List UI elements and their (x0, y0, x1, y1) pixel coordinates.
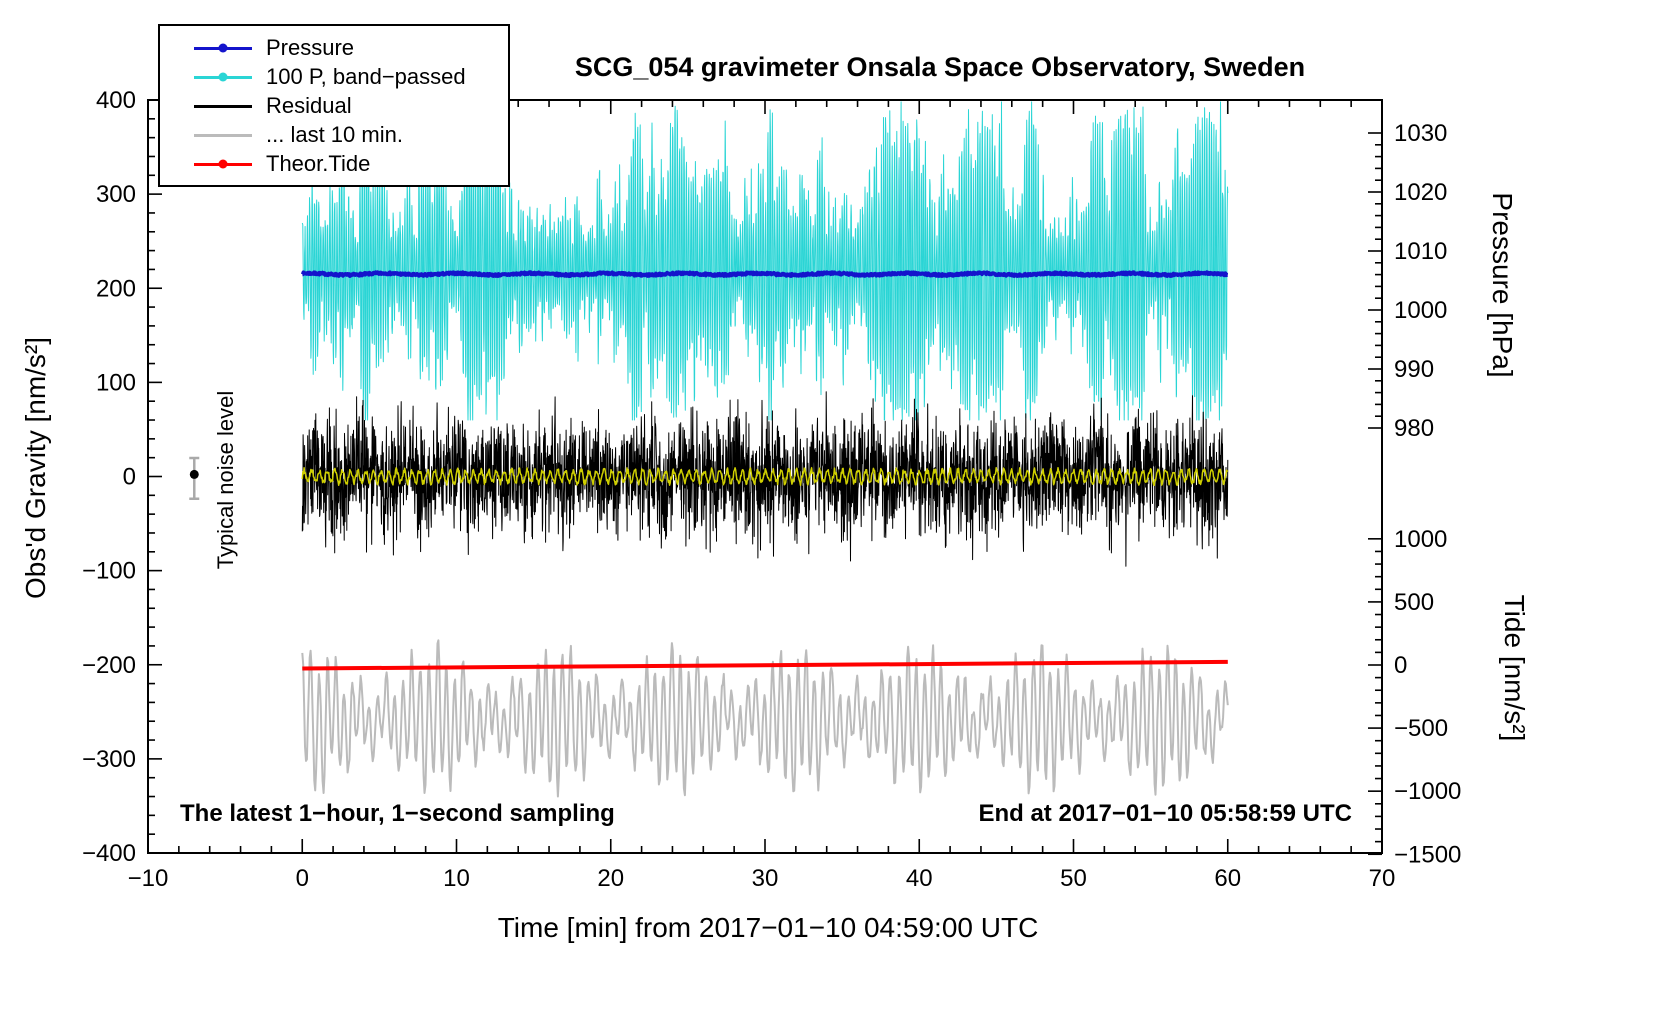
tide-tick-label: 0 (1394, 652, 1407, 679)
tide-tick-label: −1500 (1394, 841, 1461, 868)
gravity-tick-label: 200 (96, 275, 136, 302)
x-tick-label: 70 (1369, 865, 1396, 892)
x-tick-label: 20 (597, 865, 624, 892)
x-tick-label: 40 (906, 865, 933, 892)
series-smoothed-residual (301, 466, 1229, 487)
tide-tick-label: −1000 (1394, 778, 1461, 805)
x-tick-label: 0 (296, 865, 309, 892)
noise-level-label: Typical noise level (213, 390, 238, 570)
series (189, 101, 1230, 798)
x-tick-label: −10 (128, 865, 169, 892)
sampling-note: The latest 1−hour, 1−second sampling (180, 800, 615, 827)
series-residual (301, 391, 1229, 567)
gravity-tick-label: −400 (82, 840, 136, 867)
pressure-line-swatch-icon (194, 36, 252, 60)
legend-item-theor-tide: Theor.Tide (194, 149, 502, 178)
axes: −10 0 10 20 30 40 50 60 70−400−300−200−100010020… (82, 87, 1461, 892)
bandpassed-line-swatch-icon (194, 65, 252, 89)
pressure-tick-label: 1030 (1394, 120, 1447, 147)
gravity-tick-label: 0 (123, 464, 136, 491)
tide-tick-label: −500 (1394, 715, 1448, 742)
last-10-min-line-swatch-icon (194, 123, 252, 147)
gravity-tick-label: −100 (82, 558, 136, 585)
pressure-tick-label: 1000 (1394, 297, 1447, 324)
legend-item-pressure: Pressure (194, 33, 502, 62)
chart-title: SCG_054 gravimeter Onsala Space Observat… (574, 52, 1306, 82)
gravity-axis-label: Obs'd Gravity [nm/s²] (20, 336, 51, 600)
series-pressure-bandpassed (301, 101, 1229, 421)
legend-label-last-10-min: ... last 10 min. (266, 121, 403, 147)
noise-level-marker (189, 456, 200, 501)
legend-box: Pressure 100 P, band−passed Residual ...… (158, 24, 510, 187)
x-tick-label: 30 (752, 865, 779, 892)
noise-dot-icon (189, 469, 199, 479)
residual-line-swatch-icon (194, 94, 252, 118)
end-time-note: End at 2017−01−10 05:58:59 UTC (978, 800, 1352, 827)
x-tick-label: 50 (1060, 865, 1087, 892)
series-residual-last-10-min (301, 639, 1229, 798)
gravity-tick-label: 100 (96, 369, 136, 396)
pressure-axis-label: Pressure [hPa] (1487, 192, 1518, 378)
tide-axis-label: Tide [nm/s²] (1499, 594, 1530, 742)
legend-label-residual: Residual (266, 92, 352, 118)
gravity-tick-label: −300 (82, 746, 136, 773)
gravity-tick-label: 400 (96, 87, 136, 114)
gravity-tick-label: −200 (82, 652, 136, 679)
legend-item-residual: Residual (194, 91, 502, 120)
legend-label-theor-tide: Theor.Tide (266, 150, 371, 176)
legend-label-pressure: Pressure (266, 34, 355, 60)
gravity-tick-label: 300 (96, 181, 136, 208)
x-tick-label: 60 (1214, 865, 1241, 892)
legend-item-bandpassed: 100 P, band−passed (194, 62, 502, 91)
theor-tide-line-swatch-icon (194, 152, 252, 176)
pressure-tick-label: 1020 (1394, 179, 1447, 206)
legend-label-bandpassed: 100 P, band−passed (266, 63, 466, 89)
series-pressure (300, 270, 1230, 278)
tide-tick-label: 1000 (1394, 526, 1447, 553)
x-axis-label: Time [min] from 2017−01−10 04:59:00 UTC (497, 912, 1039, 943)
series-theor-tide (302, 659, 1228, 671)
tide-tick-label: 500 (1394, 589, 1434, 616)
x-tick-label: 10 (443, 865, 470, 892)
pressure-tick-label: 1010 (1394, 238, 1447, 265)
pressure-tick-label: 990 (1394, 356, 1434, 383)
legend-item-last-10-min: ... last 10 min. (194, 120, 502, 149)
pressure-tick-label: 980 (1394, 415, 1434, 442)
